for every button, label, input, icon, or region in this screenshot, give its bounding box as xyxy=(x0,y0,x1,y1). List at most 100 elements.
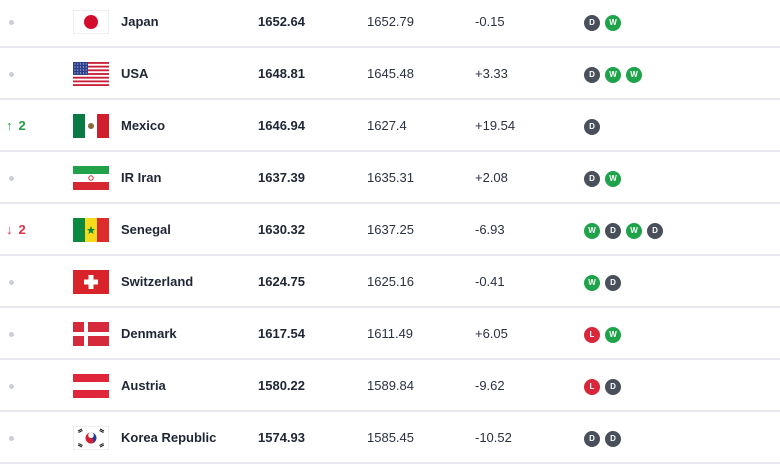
team-name-link[interactable]: Mexico xyxy=(121,118,166,133)
previous-points: 1627.4 xyxy=(367,118,407,133)
table-row[interactable]: ↓ 2 Senegal 1630.32 1637.25 -6.93 W D W D xyxy=(0,206,780,256)
arrow-down-icon: ↓ xyxy=(6,222,13,237)
rank-change xyxy=(6,50,46,98)
table-row[interactable]: ↑ 2 Mexico 1646.94 1627.4 +19.54 D xyxy=(0,102,780,152)
points-difference: +19.54 xyxy=(475,118,516,133)
draw-badge[interactable]: D xyxy=(584,170,600,187)
arrow-up-icon: ↑ xyxy=(6,118,13,133)
rank-change xyxy=(6,362,46,410)
table-row[interactable]: Korea Republic 1574.93 1585.45 -10.52 D D xyxy=(0,414,780,464)
rank-change xyxy=(6,0,46,46)
points-difference: -10.52 xyxy=(475,430,512,445)
rank-change: ↑ 2 xyxy=(6,102,46,150)
loss-badge[interactable]: L xyxy=(584,378,600,395)
table-row[interactable]: Japan 1652.64 1652.79 -0.15 D W xyxy=(0,0,780,48)
no-change-dot-icon xyxy=(9,280,14,286)
total-points: 1637.39 xyxy=(258,170,305,185)
korea-flag-icon xyxy=(73,426,109,450)
win-badge[interactable]: W xyxy=(605,170,621,187)
draw-badge[interactable]: D xyxy=(647,222,663,239)
rank-change xyxy=(6,414,46,462)
points-difference: -0.15 xyxy=(475,14,505,29)
draw-badge[interactable]: D xyxy=(605,430,621,447)
draw-badge[interactable]: D xyxy=(605,222,621,239)
no-change-dot-icon xyxy=(9,176,14,182)
win-badge[interactable]: W xyxy=(584,222,600,239)
win-badge[interactable]: W xyxy=(605,66,621,83)
points-difference: -6.93 xyxy=(475,222,505,237)
points-difference: +2.08 xyxy=(475,170,508,185)
previous-points: 1652.79 xyxy=(367,14,414,29)
team-name-link[interactable]: Switzerland xyxy=(121,274,194,289)
rank-change-value: 2 xyxy=(18,222,26,237)
previous-points: 1625.16 xyxy=(367,274,414,289)
loss-badge[interactable]: L xyxy=(584,326,600,343)
total-points: 1574.93 xyxy=(258,430,305,445)
previous-points: 1585.45 xyxy=(367,430,414,445)
rank-change: ↓ 2 xyxy=(6,206,46,254)
rank-change-value: 2 xyxy=(18,118,26,133)
usa-flag-icon xyxy=(73,62,109,86)
rank-change xyxy=(6,258,46,306)
points-difference: -0.41 xyxy=(475,274,505,289)
japan-flag-icon xyxy=(73,10,109,34)
draw-badge[interactable]: D xyxy=(605,378,621,395)
table-row[interactable]: Switzerland 1624.75 1625.16 -0.41 W D xyxy=(0,258,780,308)
recent-form: D xyxy=(584,102,605,150)
draw-badge[interactable]: D xyxy=(605,274,621,291)
table-row[interactable]: IR Iran 1637.39 1635.31 +2.08 D W xyxy=(0,154,780,204)
no-change-dot-icon xyxy=(9,332,14,338)
senegal-flag-icon xyxy=(73,218,109,242)
draw-badge[interactable]: D xyxy=(584,118,600,135)
draw-badge[interactable]: D xyxy=(584,66,600,83)
team-name-link[interactable]: Korea Republic xyxy=(121,430,217,445)
win-badge[interactable]: W xyxy=(584,274,600,291)
win-badge[interactable]: W xyxy=(626,222,642,239)
previous-points: 1611.49 xyxy=(367,326,414,341)
points-difference: -9.62 xyxy=(475,378,505,393)
win-badge[interactable]: W xyxy=(605,14,621,31)
switzerland-flag-icon xyxy=(73,270,109,294)
total-points: 1648.81 xyxy=(258,66,305,81)
iran-flag-icon xyxy=(73,166,109,190)
table-row[interactable]: USA 1648.81 1645.48 +3.33 D W W xyxy=(0,50,780,100)
draw-badge[interactable]: D xyxy=(584,430,600,447)
team-name-link[interactable]: USA xyxy=(121,66,149,81)
table-row[interactable]: Austria 1580.22 1589.84 -9.62 L D xyxy=(0,362,780,412)
previous-points: 1645.48 xyxy=(367,66,414,81)
previous-points: 1589.84 xyxy=(367,378,414,393)
total-points: 1630.32 xyxy=(258,222,305,237)
points-difference: +3.33 xyxy=(475,66,508,81)
austria-flag-icon xyxy=(73,374,109,398)
team-name-link[interactable]: Austria xyxy=(121,378,166,393)
total-points: 1652.64 xyxy=(258,14,305,29)
rank-change xyxy=(6,310,46,358)
win-badge[interactable]: W xyxy=(605,326,621,343)
no-change-dot-icon xyxy=(9,436,14,442)
rank-change xyxy=(6,154,46,202)
total-points: 1617.54 xyxy=(258,326,305,341)
total-points: 1580.22 xyxy=(258,378,305,393)
points-difference: +6.05 xyxy=(475,326,508,341)
previous-points: 1635.31 xyxy=(367,170,414,185)
previous-points: 1637.25 xyxy=(367,222,414,237)
win-badge[interactable]: W xyxy=(626,66,642,83)
team-name-link[interactable]: Denmark xyxy=(121,326,177,341)
no-change-dot-icon xyxy=(9,384,14,390)
mexico-flag-icon xyxy=(73,114,109,138)
denmark-flag-icon xyxy=(73,322,109,346)
total-points: 1646.94 xyxy=(258,118,305,133)
team-name-link[interactable]: Senegal xyxy=(121,222,171,237)
team-name-link[interactable]: IR Iran xyxy=(121,170,162,185)
table-row[interactable]: Denmark 1617.54 1611.49 +6.05 L W xyxy=(0,310,780,360)
team-name-link[interactable]: Japan xyxy=(121,14,159,29)
draw-badge[interactable]: D xyxy=(584,14,600,31)
